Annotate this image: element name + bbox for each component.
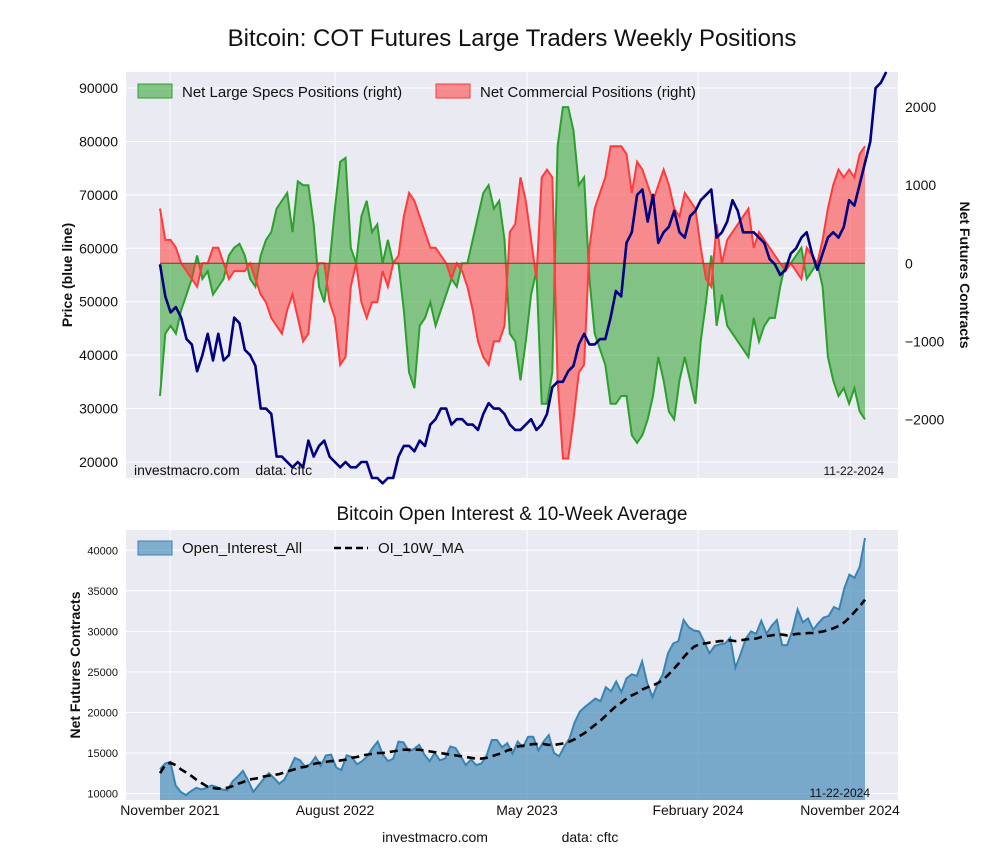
footer-site: investmacro.com xyxy=(382,829,488,845)
legend-label-commercial: Net Commercial Positions (right) xyxy=(480,84,696,101)
bottom-x-tick-label: August 2022 xyxy=(296,802,375,818)
top-left-tick-label: 30000 xyxy=(79,401,118,417)
open-interest-title: Bitcoin Open Interest & 10-Week Average xyxy=(337,504,688,525)
moving-average-line-layer xyxy=(158,598,867,790)
top-right-tick-labels: 2000 1000 0 −1000 −2000 xyxy=(905,99,945,427)
legend-label-open-interest: Open_Interest_All xyxy=(182,540,302,557)
bottom-y-tick-label: 35000 xyxy=(87,586,118,598)
top-right-tick-label: 2000 xyxy=(905,99,936,115)
top-left-tick-label: 80000 xyxy=(79,133,118,149)
bottom-y-tick-label: 25000 xyxy=(87,667,118,679)
price-line-layer xyxy=(158,71,888,485)
price-positions-panel: 2000030000400005000060000700008000090000… xyxy=(59,71,973,485)
specs-area xyxy=(160,107,865,443)
ma-line xyxy=(158,598,867,790)
net-contracts-axis-label: Net Futures Contracts xyxy=(957,201,973,348)
bottom-y-tick-label: 40000 xyxy=(87,545,118,557)
top-right-tick-label: −1000 xyxy=(905,333,945,349)
bottom-date-label: 11-22-2024 xyxy=(810,786,871,800)
top-right-tick-label: 0 xyxy=(905,255,913,271)
bottom-y-tick-label: 10000 xyxy=(87,789,118,801)
top-legend: Net Large Specs Positions (right) Net Co… xyxy=(137,83,696,101)
top-left-tick-label: 60000 xyxy=(79,240,118,256)
footer-data-source: data: cftc xyxy=(562,829,619,845)
legend-label-specs: Net Large Specs Positions (right) xyxy=(182,84,402,101)
bottom-y-tick-label: 15000 xyxy=(87,748,118,760)
bottom-x-tick-label: February 2024 xyxy=(652,802,743,818)
top-left-tick-label: 50000 xyxy=(79,294,118,310)
bottom-y-tick-labels: 10000 15000 20000 25000 30000 35000 40000 xyxy=(87,545,118,800)
bottom-x-tick-label: November 2024 xyxy=(800,802,900,818)
legend-swatch-open-interest xyxy=(137,540,173,556)
top-right-tick-label: −2000 xyxy=(905,411,945,427)
open-interest-axis-label: Net Futures Contracts xyxy=(67,591,83,738)
price-line xyxy=(158,71,888,485)
bottom-x-tick-label: November 2021 xyxy=(120,802,220,818)
legend-swatch-commercial xyxy=(435,83,471,99)
open-interest-area xyxy=(160,538,865,800)
top-left-tick-label: 20000 xyxy=(79,454,118,470)
bottom-y-tick-label: 30000 xyxy=(87,626,118,638)
bottom-x-tick-labels: November 2021 August 2022 May 2023 February… xyxy=(120,802,900,818)
top-date-label: 11-22-2024 xyxy=(824,464,885,478)
bottom-x-tick-label: May 2023 xyxy=(496,802,558,818)
specs-line xyxy=(159,106,866,445)
open-interest-panel: Bitcoin Open Interest & 10-Week Average … xyxy=(67,504,900,818)
price-axis-label: Price (blue line) xyxy=(59,223,75,327)
top-left-tick-label: 40000 xyxy=(79,347,118,363)
legend-label-ma: OI_10W_MA xyxy=(378,540,464,557)
bottom-legend: Open_Interest_All OI_10W_MA xyxy=(137,540,464,557)
top-left-tick-labels: 20000 30000 40000 50000 60000 70000 80000 90000 xyxy=(79,80,118,470)
top-left-tick-label: 90000 xyxy=(79,80,118,96)
open-interest-area-layer xyxy=(159,537,866,800)
top-watermark: investmacro.com data: cftc xyxy=(134,462,312,478)
commercial-line xyxy=(159,145,866,460)
open-interest-line xyxy=(159,537,866,797)
top-right-tick-label: 1000 xyxy=(905,177,936,193)
top-left-tick-label: 70000 xyxy=(79,187,118,203)
legend-swatch-specs xyxy=(137,83,173,99)
chart-title: Bitcoin: COT Futures Large Traders Weekl… xyxy=(228,25,797,52)
bottom-y-tick-label: 20000 xyxy=(87,707,118,719)
